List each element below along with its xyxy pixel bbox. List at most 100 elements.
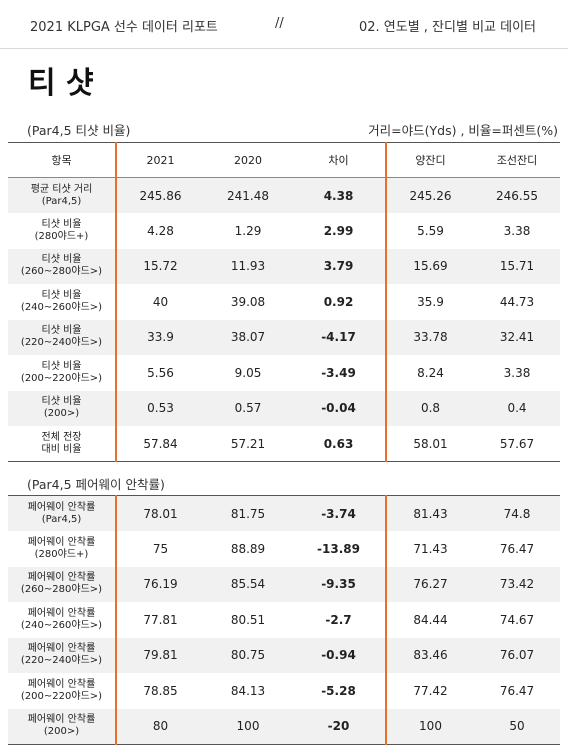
value-2021: 245.86	[115, 177, 204, 213]
value-2020: 11.93	[204, 248, 292, 284]
value-2021: 77.81	[115, 602, 204, 638]
value-yang-grass: 8.24	[385, 355, 474, 391]
value-2021: 80	[115, 708, 204, 745]
row-label-line2: (240~260야드>)	[20, 301, 103, 313]
table-row: 전체 전장 대비 비율 57.84 57.21 0.63 58.01 57.67	[8, 426, 560, 462]
value-diff: 4.38	[292, 177, 386, 213]
value-diff: -3.74	[292, 495, 386, 531]
value-yang-grass: 71.43	[385, 531, 474, 567]
fairway-table-body: 페어웨이 안착률 (Par4,5) 78.01 81.75 -3.74 81.43 74.8…	[8, 495, 560, 745]
col-header-yang-grass: 양잔디	[385, 142, 474, 178]
value-2020: 39.08	[204, 284, 292, 320]
value-diff: -0.04	[292, 390, 386, 426]
value-2021: 78.85	[115, 673, 204, 709]
report-title: 2021 KLPGA 선수 데이터 리포트	[30, 20, 218, 35]
page-title: 티 샷	[28, 66, 94, 101]
value-joseon-grass: 32.41	[474, 319, 560, 355]
row-label-line1: 티샷 비율	[41, 218, 82, 230]
value-yang-grass: 35.9	[385, 284, 474, 320]
section-breadcrumb: 02. 연도별 , 잔디별 비교 데이터	[358, 20, 536, 35]
table-row: 페어웨이 안착률 (Par4,5) 78.01 81.75 -3.74 81.43 74.8	[8, 495, 560, 531]
row-label-line1: 페어웨이 안착률	[27, 714, 96, 725]
value-2020: 81.75	[204, 495, 292, 531]
value-yang-grass: 245.26	[385, 177, 474, 213]
row-label: 페어웨이 안착률 (220~240야드>)	[8, 637, 116, 673]
value-2021: 75	[115, 531, 204, 567]
value-2021: 57.84	[115, 426, 204, 462]
value-2020: 9.05	[204, 355, 292, 391]
row-label-line1: 티샷 비율	[41, 289, 82, 301]
row-label: 페어웨이 안착률 (200>)	[8, 708, 116, 745]
value-diff: -0.94	[292, 637, 386, 673]
header-separator: //	[275, 16, 284, 31]
value-joseon-grass: 3.38	[474, 213, 560, 249]
value-diff: -9.35	[292, 566, 386, 602]
table-row: 페어웨이 안착률 (200>) 80 100 -20 100 50	[8, 708, 560, 745]
value-yang-grass: 100	[385, 708, 474, 745]
value-joseon-grass: 76.47	[474, 531, 560, 567]
col-header-item: 항목	[8, 142, 116, 178]
value-2021: 4.28	[115, 213, 204, 249]
row-label-line1: 평균 티샷 거리	[30, 183, 93, 195]
table-row: 티샷 비율 (200>) 0.53 0.57 -0.04 0.8 0.4	[8, 390, 560, 426]
value-diff: -5.28	[292, 673, 386, 709]
value-joseon-grass: 74.67	[474, 602, 560, 638]
row-label-line1: 페어웨이 안착률	[27, 501, 96, 513]
row-label: 페어웨이 안착률 (240~260야드>)	[8, 602, 116, 638]
table-row: 티샷 비율 (260~280야드>) 15.72 11.93 3.79 15.69 15.7…	[8, 248, 560, 284]
value-2020: 241.48	[204, 177, 292, 213]
section1-label: (Par4,5 티샷 비율)	[27, 123, 131, 138]
row-label-line2: (220~240야드>)	[20, 337, 103, 349]
table-row: 티샷 비율 (240~260야드>) 40 39.08 0.92 35.9 44.73	[8, 284, 560, 320]
value-yang-grass: 83.46	[385, 637, 474, 673]
row-label: 평균 티샷 거리 (Par4,5)	[8, 177, 116, 213]
row-label-line2: (Par4,5)	[41, 195, 82, 207]
row-label: 페어웨이 안착률 (200~220야드>)	[8, 673, 116, 709]
value-yang-grass: 76.27	[385, 566, 474, 602]
value-joseon-grass: 73.42	[474, 566, 560, 602]
row-label-line1: 페어웨이 안착률	[27, 572, 96, 584]
value-diff: -13.89	[292, 531, 386, 567]
row-label: 페어웨이 안착률 (260~280야드>)	[8, 566, 116, 602]
value-joseon-grass: 76.47	[474, 673, 560, 709]
value-2021: 0.53	[115, 390, 204, 426]
value-2021: 5.56	[115, 355, 204, 391]
row-label-line2: (200~220야드>)	[20, 372, 103, 384]
row-label-line2: (220~240야드>)	[20, 655, 103, 667]
col-header-joseon-grass: 조선잔디	[474, 142, 560, 178]
table-header-row: 항목 2021 2020 차이 양잔디 조선잔디	[8, 142, 560, 178]
table-row: 페어웨이 안착률 (280야드+) 75 88.89 -13.89 71.43 76.47	[8, 531, 560, 567]
value-joseon-grass: 57.67	[474, 426, 560, 462]
row-label-line2: (260~280야드>)	[20, 584, 103, 596]
value-diff: 0.63	[292, 426, 386, 462]
row-label: 전체 전장 대비 비율	[8, 426, 116, 462]
row-label-line2: (260~280야드>)	[20, 266, 103, 278]
value-yang-grass: 81.43	[385, 495, 474, 531]
value-joseon-grass: 15.71	[474, 248, 560, 284]
table-row: 페어웨이 안착률 (200~220야드>) 78.85 84.13 -5.28 77.42…	[8, 673, 560, 709]
value-yang-grass: 58.01	[385, 426, 474, 462]
row-label-line2: (280야드+)	[34, 548, 89, 560]
row-label-line1: 페어웨이 안착률	[27, 643, 96, 655]
row-label-line1: 페어웨이 안착률	[27, 678, 96, 690]
value-2021: 15.72	[115, 248, 204, 284]
value-diff: 2.99	[292, 213, 386, 249]
row-label: 페어웨이 안착률 (280야드+)	[8, 531, 116, 567]
row-label-line1: 전체 전장	[41, 431, 82, 443]
value-2020: 80.51	[204, 602, 292, 638]
value-2020: 88.89	[204, 531, 292, 567]
row-label-line2: (200>)	[43, 726, 80, 737]
row-label: 티샷 비율 (260~280야드>)	[8, 248, 116, 284]
value-2020: 100	[204, 708, 292, 745]
row-label-line2: (200~220야드>)	[20, 690, 103, 702]
value-yang-grass: 77.42	[385, 673, 474, 709]
value-2020: 1.29	[204, 213, 292, 249]
value-joseon-grass: 44.73	[474, 284, 560, 320]
value-2020: 85.54	[204, 566, 292, 602]
value-diff: -4.17	[292, 319, 386, 355]
value-joseon-grass: 3.38	[474, 355, 560, 391]
value-joseon-grass: 50	[474, 708, 560, 745]
table-row: 티샷 비율 (220~240야드>) 33.9 38.07 -4.17 33.78 32.4…	[8, 319, 560, 355]
table-row: 티샷 비율 (280야드+) 4.28 1.29 2.99 5.59 3.38	[8, 213, 560, 249]
row-label-line1: 티샷 비율	[41, 396, 82, 408]
